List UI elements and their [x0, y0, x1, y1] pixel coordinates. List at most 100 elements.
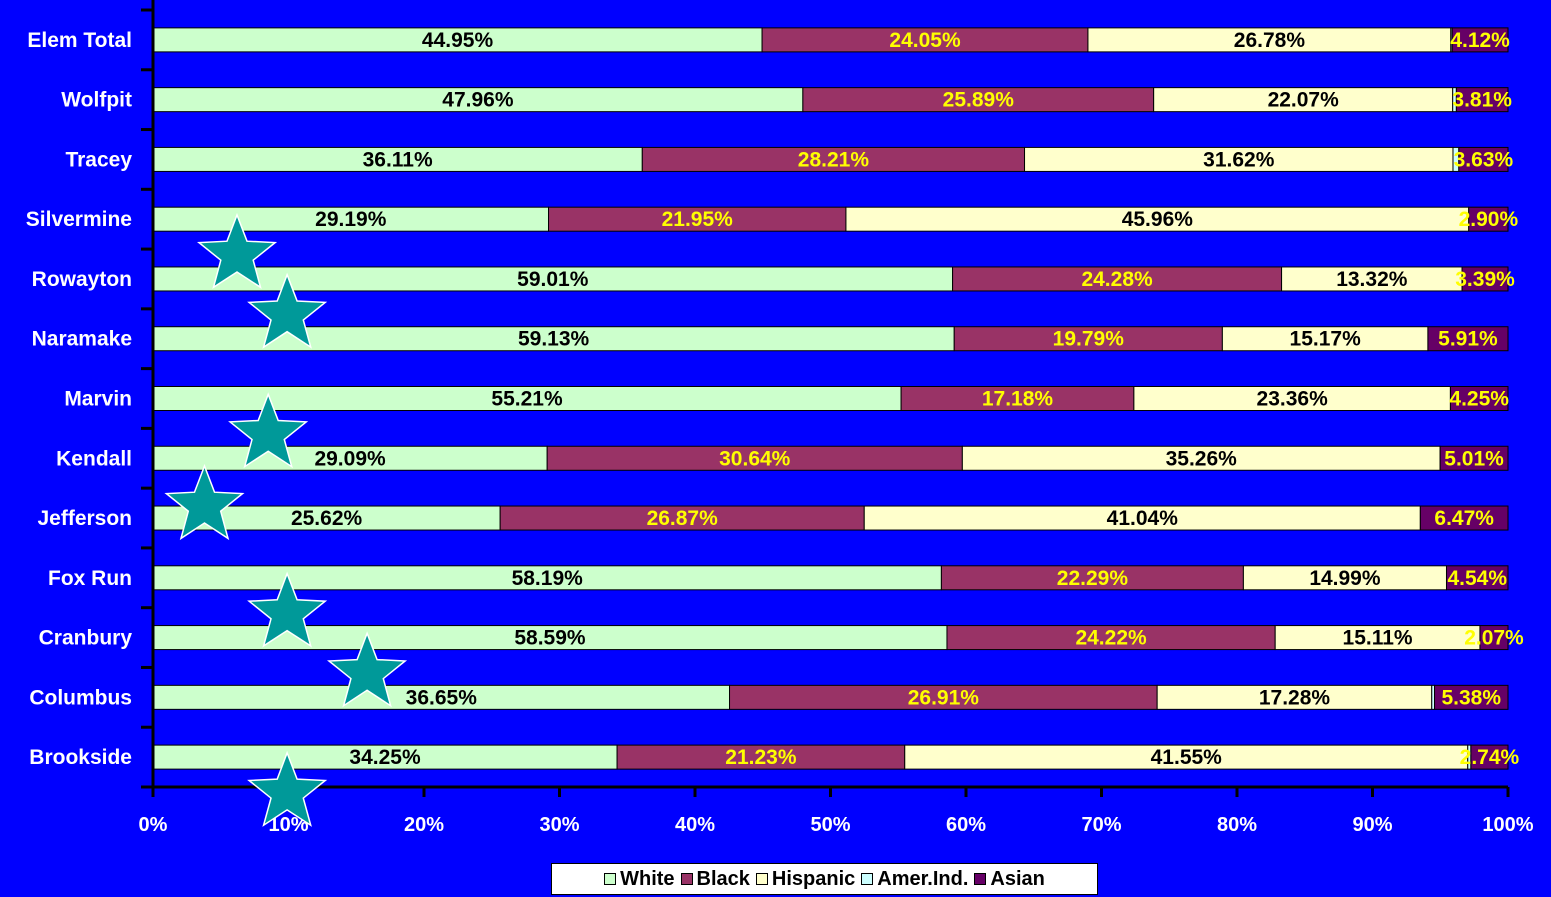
bar-wolfpit-white [152, 87, 804, 113]
bar-rowayton-asian [1461, 266, 1509, 292]
stacked-bar-chart: 44.95% 24.05% 26.78% 4.12% Elem Total 47.96% 2… [26, 0, 1534, 836]
bar-brookside-hispanic [904, 744, 1469, 770]
bar-jefferson-asian [1419, 505, 1509, 531]
category-label-wolfpit: Wolfpit [61, 89, 132, 112]
data-label-wolfpit-white: 47.96% [442, 89, 514, 112]
data-label-fox-run-white: 58.19% [512, 567, 584, 590]
legend-item-black: Black [680, 868, 750, 891]
data-label-kendall-black: 30.64% [719, 447, 791, 470]
data-label-columbus-hispanic: 17.28% [1259, 686, 1331, 709]
data-label-tracey-asian: 3.63% [1454, 148, 1514, 171]
star-marker-icon [196, 212, 278, 289]
bar-kendall-asian [1439, 445, 1509, 471]
data-label-wolfpit-asian: 3.81% [1452, 89, 1512, 112]
x-tick-label-5: 50% [810, 814, 850, 836]
data-label-jefferson-black: 26.87% [647, 507, 719, 530]
x-tick-label-3: 30% [539, 814, 579, 836]
x-tick-label-8: 80% [1217, 814, 1257, 836]
legend-item-amer-ind: Amer.Ind. [861, 868, 968, 891]
bar-cranbury-black [946, 625, 1276, 651]
bar-columbus-asian [1433, 684, 1509, 710]
data-label-tracey-black: 28.21% [798, 148, 870, 171]
data-label-cranbury-hispanic: 15.11% [1343, 627, 1413, 650]
category-label-marvin: Marvin [64, 388, 132, 411]
bar-tracey-hispanic [1024, 146, 1454, 172]
data-label-elem-total-black: 24.05% [889, 29, 961, 52]
category-label-kendall: Kendall [56, 447, 132, 470]
data-label-marvin-black: 17.18% [982, 388, 1054, 411]
data-label-naramake-asian: 5.91% [1438, 328, 1498, 351]
data-label-silvermine-white: 29.19% [315, 208, 387, 231]
legend-item-white: White [604, 867, 675, 891]
bar-kendall-white [152, 445, 548, 471]
category-label-tracey: Tracey [65, 148, 132, 171]
data-label-brookside-asian: 2.74% [1460, 746, 1520, 769]
bar-rowayton-black [952, 266, 1283, 292]
bar-silvermine-hispanic [845, 206, 1470, 232]
data-label-wolfpit-black: 25.89% [943, 89, 1015, 112]
category-label-cranbury: Cranbury [39, 627, 133, 650]
data-label-naramake-hispanic: 15.17% [1290, 328, 1362, 351]
data-label-jefferson-asian: 6.47% [1434, 507, 1494, 530]
bar-fox-run-hispanic [1242, 565, 1447, 591]
bar-brookside-white [152, 744, 618, 770]
bar-columbus-hispanic [1156, 684, 1433, 710]
data-label-tracey-hispanic: 31.62% [1203, 148, 1275, 171]
data-label-columbus-white: 36.65% [406, 686, 478, 709]
data-label-silvermine-black: 21.95% [662, 208, 734, 231]
data-label-cranbury-white: 58.59% [514, 627, 586, 650]
data-label-elem-total-white: 44.95% [422, 29, 494, 52]
bar-silvermine-asian [1468, 206, 1509, 232]
category-label-jefferson: Jefferson [37, 507, 132, 530]
bar-naramake-black [953, 326, 1223, 352]
category-label-brookside: Brookside [29, 746, 132, 769]
x-tick-label-7: 70% [1081, 814, 1121, 836]
legend-label-asian: Asian [990, 867, 1045, 890]
data-label-elem-total-asian: 4.12% [1450, 29, 1510, 52]
category-label-fox-run: Fox Run [48, 567, 132, 590]
data-label-naramake-white: 59.13% [518, 328, 590, 351]
legend-swatch-white [604, 873, 617, 885]
bar-jefferson-hispanic [863, 505, 1421, 531]
bar-marvin-asian [1449, 386, 1509, 411]
data-label-kendall-hispanic: 35.26% [1166, 447, 1238, 470]
legend-label-amer-ind: Amer.Ind. [877, 867, 969, 890]
data-label-cranbury-asian: 2.07% [1464, 627, 1524, 650]
data-label-wolfpit-hispanic: 22.07% [1268, 89, 1340, 112]
x-tick-label-0: 0% [139, 814, 168, 836]
data-label-marvin-hispanic: 23.36% [1257, 388, 1329, 411]
data-label-naramake-black: 19.79% [1053, 328, 1125, 351]
bar-naramake-hispanic [1221, 326, 1429, 352]
star-marker-icon [326, 631, 408, 708]
x-tick-label-6: 60% [946, 814, 986, 836]
data-label-columbus-black: 26.91% [908, 686, 980, 709]
x-tick-label-1: 10% [268, 814, 308, 836]
data-label-elem-total-hispanic: 26.78% [1234, 29, 1306, 52]
legend-label-white: White [620, 867, 675, 890]
category-label-silvermine: Silvermine [26, 208, 132, 231]
x-tick-label-2: 20% [404, 814, 444, 836]
legend-swatch-hispanic [755, 873, 768, 885]
bar-wolfpit-asian [1455, 87, 1509, 113]
star-marker-icon [164, 463, 245, 541]
bar-fox-run-black [940, 565, 1244, 591]
data-label-rowayton-asian: 3.39% [1455, 268, 1515, 291]
data-label-marvin-white: 55.21% [491, 388, 563, 411]
data-label-jefferson-hispanic: 41.04% [1107, 507, 1179, 530]
data-label-brookside-white: 34.25% [349, 746, 421, 769]
data-label-columbus-asian: 5.38% [1441, 686, 1501, 709]
bar-marvin-hispanic [1133, 386, 1451, 411]
category-label-naramake: Naramake [32, 328, 132, 351]
x-tick-label-4: 40% [675, 814, 715, 836]
bar-cranbury-hispanic [1274, 625, 1481, 651]
data-label-silvermine-hispanic: 45.96% [1122, 208, 1194, 231]
bar-wolfpit-black [802, 87, 1155, 113]
star-marker-icon [228, 392, 309, 469]
bar-naramake-asian [1427, 326, 1509, 352]
bar-fox-run-asian [1445, 565, 1509, 591]
legend-item-hispanic: Hispanic [755, 868, 855, 891]
x-tick-label-10: 100% [1482, 814, 1533, 836]
data-label-tracey-white: 36.11% [363, 148, 433, 171]
legend-item-asian: Asian [974, 867, 1045, 891]
